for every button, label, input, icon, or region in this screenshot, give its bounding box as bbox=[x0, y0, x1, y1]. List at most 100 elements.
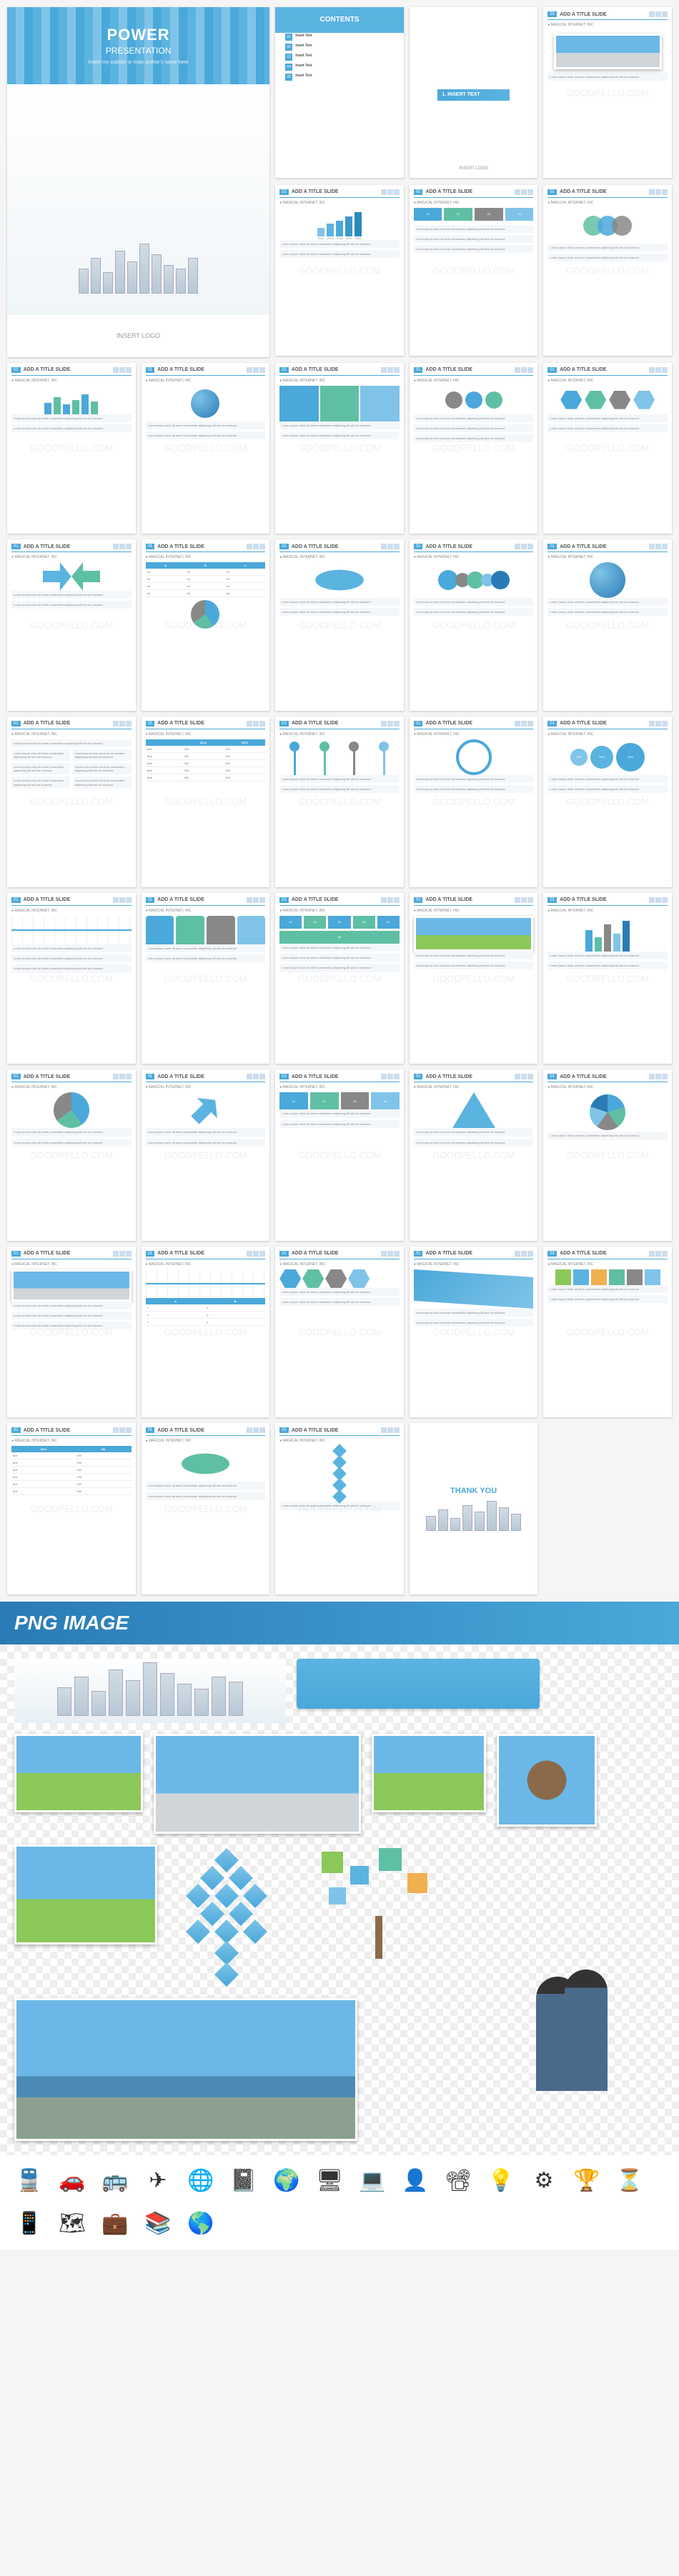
hdr-title: ADD A TITLE SLIDE bbox=[24, 1428, 71, 1433]
slide[interactable]: 01ADD A TITLE SLIDE● MAGICAL INTERNET, I… bbox=[7, 893, 136, 1064]
slide[interactable]: 01ADD A TITLE SLIDE● MAGICAL INTERNET, I… bbox=[142, 1069, 270, 1240]
hdr-subtitle: ● MAGICAL INTERNET, INC bbox=[11, 1085, 132, 1089]
watermark: GOODPELLO.COM bbox=[566, 1327, 649, 1337]
slide[interactable]: 01ADD A TITLE SLIDE● MAGICAL INTERNET, I… bbox=[275, 1423, 404, 1594]
slide-content: Lorem ipsum dolor sit amet consectetur a… bbox=[279, 562, 400, 616]
hdr-title: ADD A TITLE SLIDE bbox=[292, 897, 339, 902]
content-num: 01 bbox=[285, 34, 292, 41]
text-block: Lorem ipsum dolor sit amet consectetur a… bbox=[11, 601, 132, 609]
slide-header: 01ADD A TITLE SLIDE bbox=[547, 721, 668, 729]
slide[interactable]: 01ADD A TITLE SLIDE● MAGICAL INTERNET, I… bbox=[410, 363, 538, 534]
slide[interactable]: 01ADD A TITLE SLIDE● MAGICAL INTERNET, I… bbox=[410, 185, 538, 356]
slide[interactable]: 01ADD A TITLE SLIDE● MAGICAL INTERNET, I… bbox=[275, 539, 404, 710]
text-block: Lorem ipsum dolor sit amet consectetur a… bbox=[279, 240, 400, 248]
slide[interactable]: 01ADD A TITLE SLIDE● MAGICAL INTERNET, I… bbox=[7, 363, 136, 534]
slide[interactable]: 01ADD A TITLE SLIDE● MAGICAL INTERNET, I… bbox=[275, 717, 404, 887]
slide[interactable]: 01ADD A TITLE SLIDE ● MAGICAL INTERNET, I… bbox=[7, 1247, 136, 1417]
text-block: Lorem ipsum dolor sit amet consectetur a… bbox=[414, 225, 534, 233]
hdr-title: ADD A TITLE SLIDE bbox=[425, 1074, 472, 1079]
slide-content: ABCtxttxttxttxttxttxttxttxttxttxttxttxt bbox=[146, 562, 266, 629]
asset-icon: 📚 bbox=[143, 2209, 173, 2239]
hdr-subtitle: ● MAGICAL INTERNET, INC bbox=[146, 732, 266, 737]
slide[interactable]: 01ADD A TITLE SLIDE● MAGICAL INTERNET, I… bbox=[275, 1247, 404, 1417]
hdr-icons bbox=[515, 544, 533, 549]
slide[interactable]: 01ADD A TITLE SLIDE● MAGICAL INTERNET, I… bbox=[7, 539, 136, 710]
asset-icon: ✈ bbox=[143, 2166, 173, 2196]
png-businessmen bbox=[543, 1948, 665, 2091]
slide[interactable]: 01ADD A TITLE SLIDE● MAGICAL INTERNET, I… bbox=[142, 1247, 270, 1417]
hdr-subtitle: ● MAGICAL INTERNET, INC bbox=[279, 201, 400, 205]
slide[interactable]: 01ADD A TITLE SLIDE● MAGICAL INTERNET, I… bbox=[543, 1069, 672, 1240]
slide[interactable]: 01ADD A TITLE SLIDE● MAGICAL INTERNET, I… bbox=[543, 363, 672, 534]
slide-section[interactable]: 1. INSERT TEXT INSERT LOGO bbox=[410, 7, 538, 178]
slide[interactable]: 01ADD A TITLE SLIDE● MAGICAL INTERNET, I… bbox=[275, 185, 404, 356]
slide[interactable]: 01ADD A TITLE SLIDE● MAGICAL INTERNET, I… bbox=[410, 717, 538, 887]
hdr-title: ADD A TITLE SLIDE bbox=[292, 367, 339, 372]
text-block: Lorem ipsum dolor sit amet consectetur a… bbox=[414, 245, 534, 253]
hdr-icons bbox=[113, 1074, 132, 1079]
slide[interactable]: 01ADD A TITLE SLIDE● MAGICAL INTERNET, I… bbox=[543, 893, 672, 1064]
bar-chart bbox=[11, 386, 132, 414]
slide[interactable]: 01ADD A TITLE SLIDE● MAGICAL INTERNET, I… bbox=[410, 893, 538, 1064]
slide-content: Lorem ipsum dolor sit amet consectetur a… bbox=[547, 1269, 668, 1303]
hdr-num: 01 bbox=[414, 544, 423, 549]
slide[interactable]: 01ADD A TITLE SLIDE● MAGICAL INTERNET, I… bbox=[543, 717, 672, 887]
slide-content: 010203040506Lorem ipsum dolor sit amet c… bbox=[279, 916, 400, 972]
hdr-num: 01 bbox=[414, 897, 423, 903]
hdr-icons bbox=[113, 367, 132, 373]
text-block: Lorem ipsum dolor sit amet consectetur a… bbox=[547, 1295, 668, 1303]
text-block: Lorem ipsum dolor sit amet consectetur a… bbox=[414, 775, 534, 783]
slide[interactable]: 01ADD A TITLE SLIDE● MAGICAL INTERNET, I… bbox=[142, 717, 270, 887]
slide[interactable]: 01ADD A TITLE SLIDE● MAGICAL INTERNET, I… bbox=[275, 1069, 404, 1240]
bar bbox=[54, 397, 61, 414]
slide[interactable]: 01ADD A TITLE SLIDE● MAGICAL INTERNET, I… bbox=[142, 1423, 270, 1594]
slide[interactable]: 01ADD A TITLE SLIDE● MAGICAL INTERNET, I… bbox=[142, 893, 270, 1064]
slide[interactable]: 01ADD A TITLE SLIDE● MAGICAL INTERNET, I… bbox=[543, 7, 672, 178]
hdr-num: 01 bbox=[414, 721, 423, 727]
slide[interactable]: 01ADD A TITLE SLIDE● MAGICAL INTERNET, I… bbox=[410, 1069, 538, 1240]
text-block: Lorem ipsum dolor sit amet consectetur a… bbox=[279, 421, 400, 429]
asset-icon: 🌍 bbox=[272, 2166, 302, 2196]
hdr-subtitle: ● MAGICAL INTERNET, INC bbox=[279, 909, 400, 913]
slide[interactable]: 01ADD A TITLE SLIDE● MAGICAL INTERNET, I… bbox=[543, 185, 672, 356]
slide[interactable]: 01ADD A TITLE SLIDE● MAGICAL INTERNET, I… bbox=[7, 717, 136, 887]
slide[interactable]: 01ADD A TITLE SLIDE● MAGICAL INTERNET, I… bbox=[543, 1247, 672, 1417]
watermark: GOODPELLO.COM bbox=[566, 797, 649, 807]
hdr-subtitle: ● MAGICAL INTERNET, INC bbox=[11, 1262, 132, 1267]
hdr-title: ADD A TITLE SLIDE bbox=[560, 189, 607, 194]
slide-content: Lorem ipsum dolor sit amet consectetur a… bbox=[547, 1092, 668, 1139]
png-handshake bbox=[14, 1734, 143, 1812]
hdr-title: ADD A TITLE SLIDE bbox=[425, 897, 472, 902]
slide-header: 01ADD A TITLE SLIDE bbox=[11, 1251, 132, 1259]
hdr-icons bbox=[381, 1251, 400, 1257]
hdr-icons bbox=[113, 897, 132, 903]
bar bbox=[81, 394, 89, 414]
watermark: GOODPELLO.COM bbox=[164, 1150, 247, 1161]
slide[interactable]: 01ADD A TITLE SLIDE● MAGICAL INTERNET, I… bbox=[7, 1423, 136, 1594]
slide-header: 01ADD A TITLE SLIDE bbox=[11, 1427, 132, 1436]
slide[interactable]: 01ADD A TITLE SLIDE● MAGICAL INTERNET, I… bbox=[275, 363, 404, 534]
slide[interactable]: 01ADD A TITLE SLIDE● MAGICAL INTERNET, I… bbox=[275, 893, 404, 1064]
slide-contents[interactable]: CONTENTS 01Insert Text02Insert Text03Ins… bbox=[275, 7, 404, 178]
watermark: GOODPELLO.COM bbox=[432, 1150, 515, 1161]
watermark: GOODPELLO.COM bbox=[566, 1150, 649, 1161]
slide-thankyou[interactable]: THANK YOU bbox=[410, 1423, 538, 1594]
slide[interactable]: 01ADD A TITLE SLIDE● MAGICAL INTERNET, I… bbox=[410, 1247, 538, 1417]
hdr-title: ADD A TITLE SLIDE bbox=[292, 544, 339, 549]
asset-icon: ⏳ bbox=[615, 2166, 645, 2196]
pie bbox=[191, 600, 219, 629]
slide[interactable]: 01ADD A TITLE SLIDE● MAGICAL INTERNET, I… bbox=[142, 539, 270, 710]
slide[interactable]: 01ADD A TITLE SLIDE● MAGICAL INTERNET, I… bbox=[7, 1069, 136, 1240]
hdr-num: 01 bbox=[279, 721, 289, 727]
slide-cover[interactable]: POWER PRESENTATION Insert my subtitle or… bbox=[7, 7, 269, 357]
slide[interactable]: 01ADD A TITLE SLIDE● MAGICAL INTERNET, I… bbox=[142, 363, 270, 534]
text-block: Lorem ipsum dolor sit amet consectetur a… bbox=[11, 1139, 132, 1147]
text-block: Lorem ipsum dolor sit amet consectetur a… bbox=[146, 1128, 266, 1136]
line-chart bbox=[11, 916, 132, 944]
slide-content: Lorem ipsum dolor sit amet consectetur a… bbox=[547, 208, 668, 261]
hdr-num: 01 bbox=[146, 1427, 155, 1433]
text-block: Lorem ipsum dolor sit amet consectetur a… bbox=[279, 608, 400, 616]
slide[interactable]: 01ADD A TITLE SLIDE● MAGICAL INTERNET, I… bbox=[410, 539, 538, 710]
slide[interactable]: 01ADD A TITLE SLIDE● MAGICAL INTERNET, I… bbox=[543, 539, 672, 710]
slide-content: ItemValtext000text000text000text000text0… bbox=[11, 1446, 132, 1495]
